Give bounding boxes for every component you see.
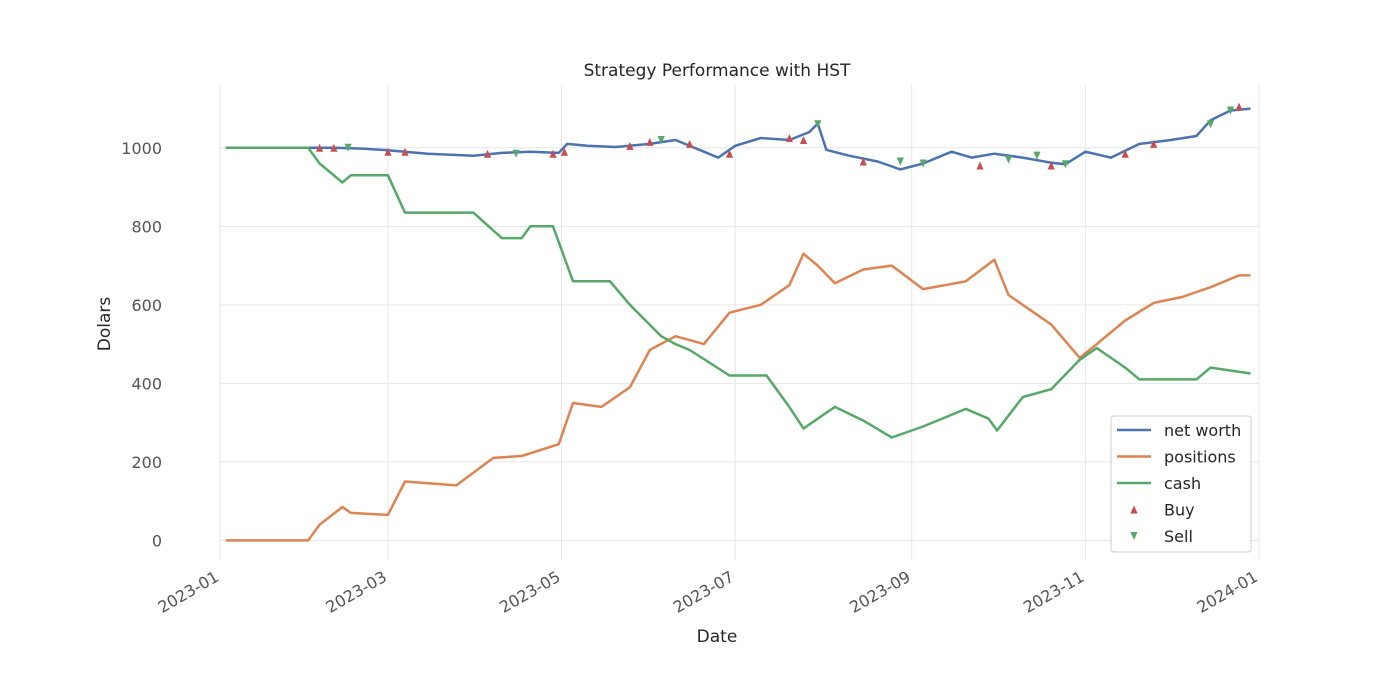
- series-line-net-worth: [225, 107, 1251, 171]
- legend-label: net worth: [1164, 421, 1241, 440]
- legend-label: positions: [1164, 448, 1236, 467]
- y-tick-label: 1000: [121, 139, 162, 158]
- markers: [316, 102, 1243, 170]
- y-tick-label: 400: [131, 374, 162, 393]
- y-tick-label: 800: [131, 217, 162, 236]
- buy-marker: [725, 149, 734, 158]
- buy-marker: [330, 143, 338, 152]
- buy-marker: [686, 139, 694, 148]
- x-tick-label: 2023-03: [323, 567, 390, 617]
- sell-marker: [512, 149, 520, 158]
- sell-marker: [657, 135, 665, 144]
- x-axis-label: Date: [697, 627, 738, 647]
- x-tick-label: 2023-09: [846, 567, 913, 617]
- y-tick-label: 0: [152, 531, 162, 550]
- y-tick-label: 200: [131, 453, 162, 472]
- sell-marker: [344, 143, 352, 152]
- x-tick-label: 2023-01: [155, 567, 222, 617]
- buy-marker: [1047, 161, 1055, 170]
- y-tick-label: 600: [131, 296, 162, 315]
- series-line-cash: [225, 146, 1251, 439]
- buy-marker: [549, 149, 557, 158]
- x-tick-label: 2023-11: [1020, 567, 1087, 617]
- sell-marker: [919, 159, 927, 168]
- x-tick-labels: 2023-01 2023-03 2023-05 2023-07 2023-09 2023-…: [155, 567, 1261, 617]
- sell-marker: [1004, 155, 1013, 164]
- sell-marker: [1207, 120, 1215, 129]
- series-line-positions: [225, 252, 1251, 542]
- buy-marker: [401, 147, 409, 156]
- y-axis-label: Dolars: [95, 297, 115, 352]
- sell-marker: [1033, 151, 1041, 160]
- buy-marker: [1150, 139, 1158, 148]
- sell-marker: [896, 157, 904, 166]
- buy-marker: [785, 133, 793, 142]
- legend-label: cash: [1164, 474, 1201, 493]
- grid: [219, 85, 1260, 560]
- buy-marker: [799, 135, 808, 144]
- buy-marker: [1235, 102, 1243, 111]
- buy-marker: [859, 157, 867, 166]
- buy-marker: [626, 141, 634, 150]
- buy-marker: [316, 143, 324, 152]
- x-tick-label: 2024-01: [1194, 567, 1261, 617]
- y-tick-labels: 0 200 400 600 800 1000: [121, 139, 162, 551]
- sell-marker: [814, 120, 822, 129]
- legend-box: [1110, 415, 1252, 553]
- legend-swatch-buy: [1130, 505, 1138, 514]
- x-tick-label: 2023-07: [670, 567, 737, 617]
- buy-marker: [1121, 149, 1129, 158]
- legend-label: Buy: [1164, 501, 1195, 520]
- legend-swatch-sell: [1130, 532, 1138, 540]
- legend: net worth positions cash Buy Sell: [1110, 415, 1252, 553]
- series-lines: [225, 107, 1251, 542]
- buy-marker: [560, 147, 569, 156]
- chart-title: Strategy Performance with HST: [584, 61, 851, 81]
- x-tick-label: 2023-05: [496, 567, 563, 617]
- legend-label: Sell: [1164, 527, 1193, 546]
- buy-marker: [384, 147, 392, 156]
- buy-marker: [646, 137, 654, 146]
- buy-marker: [483, 149, 492, 158]
- buy-marker: [976, 161, 984, 170]
- sell-marker: [1226, 106, 1235, 115]
- sell-marker: [1061, 160, 1070, 169]
